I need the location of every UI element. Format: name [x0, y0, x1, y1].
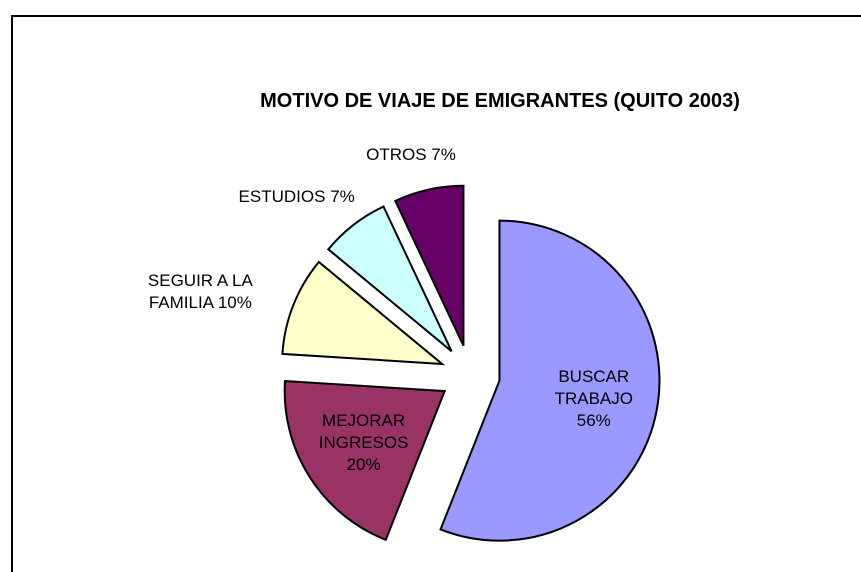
slice-label: BUSCAR TRABAJO 56% [544, 366, 644, 432]
chart-frame [11, 15, 861, 572]
slice-label: SEGUIR A LA FAMILIA 10% [135, 270, 265, 314]
pie-slice [394, 184, 465, 347]
pie-slice [281, 260, 446, 366]
category-label: ESTUDIOS [238, 187, 326, 207]
slice-label: OTROS 7% [366, 144, 456, 166]
category-label: MEJORAR INGRESOS [318, 410, 409, 452]
category-label: BUSCAR TRABAJO [554, 366, 633, 408]
pie-slice [439, 219, 661, 542]
slice-label: MEJORAR INGRESOS 20% [314, 410, 414, 476]
pie-slice [283, 379, 447, 542]
value-label: 7% [330, 187, 355, 207]
value-label: 20% [346, 454, 381, 474]
chart-title: MOTIVO DE VIAJE DE EMIGRANTES (QUITO 200… [260, 90, 740, 112]
slice-label: ESTUDIOS 7% [239, 186, 355, 208]
value-label: 7% [431, 145, 456, 165]
pie-slice [326, 205, 453, 353]
category-label: OTROS [366, 145, 427, 165]
category-label: SEGUIR A LA FAMILIA [147, 271, 253, 313]
value-label: 56% [576, 410, 611, 430]
value-label: 10% [217, 293, 252, 313]
